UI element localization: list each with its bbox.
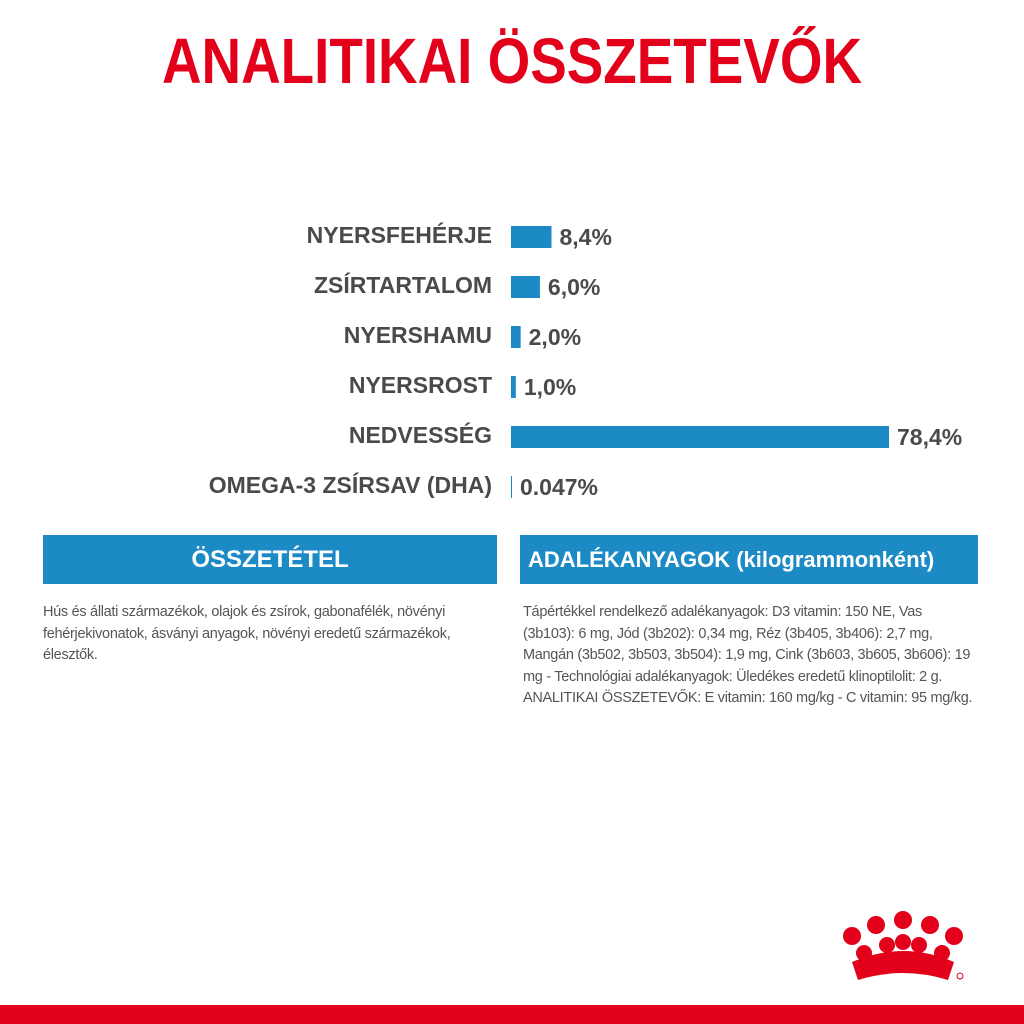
bar: [511, 426, 889, 448]
bar: [511, 226, 552, 248]
paragraph: ANALITIKAI ÖSSZETEVŐK: E vitamin: 160 mg…: [523, 690, 973, 706]
bar: [511, 476, 512, 498]
category-label: OMEGA-3 ZSÍRSAV (DHA): [209, 471, 492, 498]
category-label: ZSÍRTARTALOM: [314, 271, 492, 298]
category-label: NYERSFEHÉRJE: [307, 221, 492, 248]
chart-title: ANALITIKAI ÖSSZETEVŐK: [162, 25, 862, 97]
category-label: NYERSROST: [349, 372, 492, 398]
category-label: NYERSHAMU: [344, 322, 492, 348]
paragraph: Tápértékkel rendelkező adalékanyagok: D3…: [523, 604, 971, 685]
value-label: 8,4%: [560, 224, 612, 250]
category-label: NEDVESSÉG: [349, 421, 492, 448]
section-text: Hús és állati származékok, olajok és zsí…: [43, 602, 493, 667]
bar: [511, 376, 516, 398]
bar: [511, 326, 521, 348]
bar: [511, 276, 540, 298]
section-heading: ÖSSZETÉTEL: [43, 535, 497, 584]
logo: [843, 911, 964, 980]
footer-bar: [0, 1005, 1024, 1024]
section-heading: ADALÉKANYAGOK (kilogrammonként): [520, 535, 978, 584]
section-text: Tápértékkel rendelkező adalékanyagok: D3…: [523, 602, 973, 710]
value-label: 6,0%: [548, 274, 600, 300]
value-label: 1,0%: [524, 374, 576, 400]
value-label: 2,0%: [529, 324, 581, 350]
value-label: 0.047%: [520, 474, 598, 500]
paragraph: Hús és állati származékok, olajok és zsí…: [43, 604, 451, 663]
value-label: 78,4%: [897, 424, 962, 450]
